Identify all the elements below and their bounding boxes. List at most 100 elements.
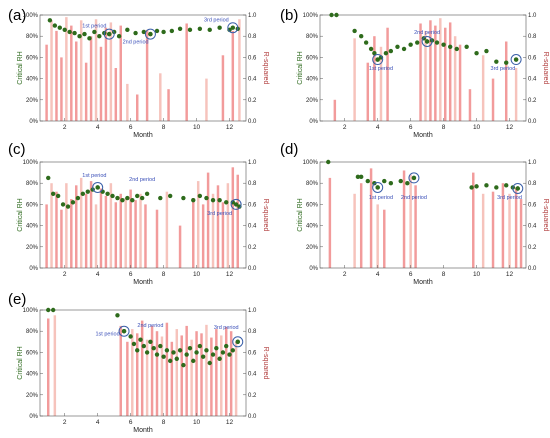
critical-rh-point — [359, 174, 364, 180]
right-tick-label: 0.0 — [528, 266, 537, 272]
right-tick-label: 0.6 — [528, 55, 537, 61]
critical-rh-point — [504, 183, 509, 188]
x-tick-label: 6 — [409, 124, 413, 131]
right-tick-label: 0.6 — [528, 202, 537, 208]
rsquared-bar — [89, 181, 93, 268]
critical-rh-point — [474, 50, 479, 56]
critical-rh-point — [355, 174, 361, 180]
critical-rh-point — [130, 197, 135, 203]
left-tick-label: 100% — [23, 160, 39, 166]
rsquared-bar — [234, 341, 238, 416]
rsquared-bar — [216, 185, 220, 268]
left-tick-label: 80% — [26, 181, 39, 187]
rsquared-bar — [200, 333, 203, 416]
critical-rh-point — [197, 193, 203, 199]
critical-rh-point — [210, 197, 216, 203]
critical-rh-point — [217, 25, 222, 30]
critical-rh-point — [52, 23, 58, 28]
rsquared-bar — [144, 204, 147, 268]
right-tick-label: 0.8 — [248, 181, 257, 187]
rsquared-bar — [94, 204, 98, 268]
x-tick-label: 4 — [96, 419, 100, 426]
rsquared-bar — [47, 318, 50, 416]
rsquared-bar — [220, 335, 223, 416]
period-critical-point — [235, 339, 240, 344]
period-highlight-circle — [510, 54, 522, 66]
rsquared-bar — [353, 193, 356, 268]
rsquared-bar — [366, 62, 370, 121]
rsquared-bar — [134, 200, 137, 268]
rsquared-bar — [165, 322, 169, 416]
critical-rh-point — [474, 184, 479, 189]
rsquared-bar — [165, 191, 169, 268]
period-highlight-circle — [421, 36, 433, 47]
rsquared-bar — [155, 331, 159, 416]
x-tick-label: 6 — [409, 271, 413, 278]
period-critical-point — [375, 57, 380, 62]
rsquared-bar — [221, 202, 225, 268]
left-axis-label: Critical RH — [17, 51, 24, 84]
rsquared-bar — [53, 315, 57, 416]
critical-rh-point — [494, 59, 499, 64]
rsquared-bar — [192, 198, 195, 268]
critical-rh-point — [125, 27, 130, 33]
critical-rh-point — [70, 200, 76, 205]
rsquared-bar — [458, 44, 462, 121]
rsquared-bar — [75, 185, 78, 268]
period-annotation: 2nd period — [137, 323, 163, 329]
critical-rh-point — [82, 31, 87, 37]
rsquared-bar — [236, 174, 239, 268]
right-tick-label: 0.4 — [248, 372, 257, 378]
critical-rh-point — [72, 30, 77, 36]
right-tick-label: 0.6 — [248, 350, 257, 356]
rsquared-bar — [45, 204, 48, 268]
panel-label: (c) — [8, 141, 26, 158]
rsquared-bar — [419, 23, 422, 122]
x-axis-label: Month — [133, 427, 153, 434]
critical-rh-point — [382, 178, 387, 184]
rsquared-bar — [109, 22, 113, 122]
rsquared-bar — [414, 185, 417, 268]
right-tick-label: 1.0 — [248, 308, 257, 314]
period-critical-point — [121, 329, 127, 334]
critical-rh-point — [401, 46, 407, 52]
right-tick-label: 0.4 — [528, 77, 537, 83]
rsquared-bar — [444, 27, 447, 121]
x-tick-label: 8 — [442, 271, 446, 278]
x-tick-label: 2 — [63, 419, 67, 426]
period-critical-point — [230, 25, 236, 30]
rsquared-bar — [60, 57, 63, 121]
rsquared-bar — [210, 337, 213, 416]
left-tick-label: 20% — [26, 393, 39, 399]
critical-rh-point — [161, 354, 166, 359]
period-annotation: 2nd period — [129, 177, 155, 183]
x-tick-label: 2 — [63, 271, 67, 278]
critical-rh-point — [494, 185, 499, 190]
rsquared-bar — [231, 167, 235, 268]
plot-frame — [39, 161, 247, 269]
rsquared-bar — [514, 187, 518, 268]
panel-b: (b) 0% 20% 40% 60% 80% 100% 0.0 0.2 0.4 0.6 0.8 1.0 2… — [280, 7, 549, 139]
right-tick-label: 0.6 — [248, 202, 257, 208]
panel-label: (e) — [8, 291, 26, 308]
critical-rh-point — [224, 200, 229, 205]
critical-rh-point — [57, 25, 62, 30]
rsquared-bar — [170, 341, 174, 416]
critical-rh-point — [167, 358, 173, 364]
critical-rh-point — [177, 26, 183, 31]
rsquared-bar — [114, 68, 118, 121]
critical-rh-point — [388, 181, 394, 186]
rsquared-bar — [75, 41, 78, 121]
critical-rh-point — [217, 356, 222, 361]
panel-label: (a) — [8, 7, 26, 24]
rsquared-bar — [70, 25, 73, 122]
critical-rh-point — [230, 348, 236, 353]
rsquared-bar — [196, 181, 200, 268]
critical-rh-point — [148, 339, 153, 344]
rsquared-bar — [373, 36, 376, 122]
critical-rh-point — [368, 46, 374, 52]
critical-rh-point — [415, 40, 420, 45]
rsquared-bar — [424, 30, 427, 121]
rsquared-bar — [60, 209, 63, 268]
